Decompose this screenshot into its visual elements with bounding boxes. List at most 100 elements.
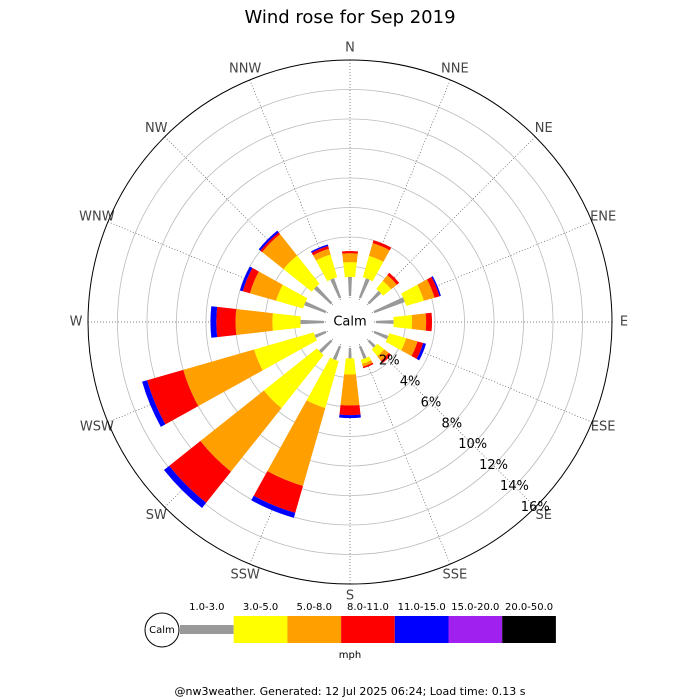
legend-label: 15.0-20.0 [451, 602, 499, 613]
bar-segment [249, 271, 283, 301]
bar-segment [371, 343, 385, 357]
legend-unit: mph [339, 650, 361, 661]
bar-segment [362, 362, 374, 369]
r-tick-label: 16% [521, 500, 550, 515]
bar-segment [372, 240, 392, 251]
bar-segment [260, 232, 281, 253]
bar-segment [304, 301, 327, 314]
bar-segment [362, 360, 373, 367]
legend-label: 8.0-11.0 [347, 602, 389, 613]
bar-segment [251, 495, 296, 518]
bar-segment [342, 253, 358, 263]
bar-segment [332, 345, 342, 361]
bar-segment [239, 266, 253, 292]
bar-segment [339, 414, 361, 419]
direction-label: NNE [441, 61, 469, 76]
bar-segment [310, 244, 329, 253]
bar-segment [253, 471, 303, 513]
bar-segment [358, 278, 370, 299]
grid-ring [117, 89, 583, 555]
bar-segment [382, 275, 397, 290]
bar-segment [262, 234, 298, 270]
bar-segment [339, 404, 361, 416]
footer: @nw3weather. Generated: 12 Jul 2025 06:2… [175, 685, 526, 698]
legend-swatch [502, 616, 556, 643]
legend-label: 20.0-50.0 [505, 602, 553, 613]
grid-ring [87, 59, 613, 585]
legend-swatch [448, 616, 503, 643]
bar-segment [373, 330, 389, 340]
legend-label: 3.0-5.0 [243, 602, 278, 613]
bar-segment [276, 284, 308, 309]
direction-label: S [346, 589, 354, 604]
bar-segment [272, 313, 301, 331]
bar-segment [411, 341, 424, 359]
legend-calm [144, 612, 180, 648]
bar-segment [216, 306, 237, 338]
bar-segment [377, 349, 389, 361]
bar-segment [313, 285, 333, 305]
direction-label: W [70, 315, 83, 330]
bar-segment [344, 358, 356, 375]
bar-segment [387, 272, 400, 285]
direction-label: NE [535, 121, 553, 136]
bar-segment [341, 251, 359, 254]
r-tick-label: 10% [458, 437, 487, 452]
bar-segment [254, 332, 317, 371]
legend-label: 1.0-3.0 [189, 602, 224, 613]
legend-calm-label: Calm [149, 625, 175, 636]
bar-segment [425, 312, 433, 332]
direction-label: NW [145, 121, 168, 136]
calm-circle [326, 298, 374, 346]
direction-label: SSE [442, 568, 467, 583]
bar-segment [306, 357, 339, 408]
bar-segment [401, 284, 424, 306]
legend-swatch [233, 616, 288, 643]
bar-segment [380, 352, 392, 364]
direction-label: WNW [79, 210, 115, 225]
bar-segment [417, 279, 435, 301]
r-tick-label: 2% [379, 354, 400, 369]
grid-ring [205, 177, 495, 467]
bar-segment [313, 248, 331, 261]
bar-segment [367, 339, 376, 348]
legend-label: 5.0-8.0 [297, 602, 332, 613]
bar-segment [401, 338, 418, 357]
r-tick-label: 6% [421, 395, 442, 410]
legend-swatch [287, 616, 342, 643]
bar-segment [385, 333, 407, 351]
bar-segment [183, 349, 263, 407]
bar-segment [416, 342, 427, 361]
chart-title: Wind rose for Sep 2019 [244, 7, 455, 28]
bar-segment [362, 255, 384, 282]
legend-swatch [341, 616, 395, 643]
bar-segment [340, 374, 360, 406]
grid-ring [146, 118, 554, 526]
bar-segment [393, 314, 413, 330]
bar-segment [314, 330, 327, 338]
legend-swatch [394, 616, 449, 643]
bar-segment [263, 348, 324, 409]
calm-label: Calm [333, 315, 366, 330]
bar-segment [368, 243, 390, 262]
bar-segment [360, 356, 372, 365]
bar-segment [367, 290, 382, 305]
bar-segment [300, 319, 325, 325]
bar-segment [358, 345, 367, 359]
bar-segment [318, 339, 333, 354]
direction-label: ENE [590, 210, 616, 225]
bar-segment [142, 380, 166, 427]
direction-label: SSW [230, 568, 260, 583]
r-tick-label: 8% [442, 416, 463, 431]
bar-segment [373, 297, 405, 314]
direction-label: NNW [229, 61, 261, 76]
direction-label: ESE [591, 419, 616, 434]
bar-segment [411, 313, 427, 331]
bar-segment [164, 465, 207, 508]
bar-segment [242, 267, 259, 294]
bar-segment [311, 245, 330, 256]
bar-segment [426, 276, 440, 298]
grid-ring [176, 148, 524, 496]
bar-segment [348, 347, 352, 359]
